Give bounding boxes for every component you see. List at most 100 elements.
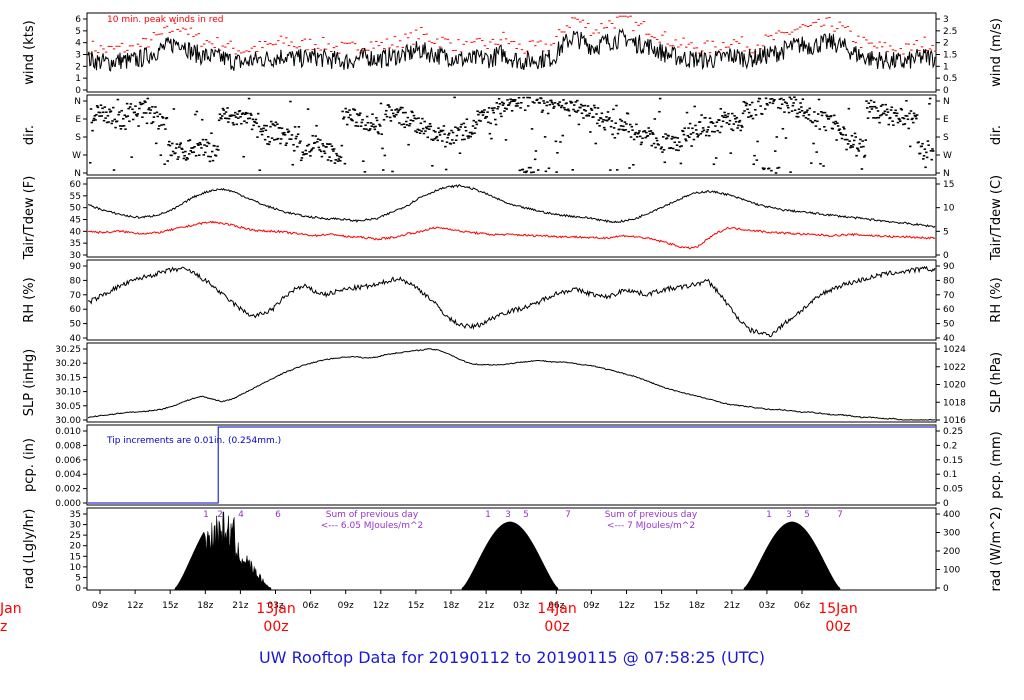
- slp-left-tick-label: 30.15: [55, 373, 81, 383]
- rh-left-tick-label: 60: [70, 305, 82, 315]
- pcp-right-tick-label: 0.1: [943, 470, 957, 480]
- rad-hour-marker: 1: [485, 510, 491, 520]
- x-tick-label: 21z: [724, 601, 740, 611]
- rad-hour-marker: 6: [275, 510, 281, 520]
- pcp-left-tick-label: 0.000: [55, 499, 81, 509]
- rad-day-2-area: [461, 521, 559, 591]
- wind-right-axis-label: wind (m/s): [989, 18, 1004, 87]
- wind-annotation: 10 min. peak winds in red: [107, 15, 224, 25]
- wind-right-tick-label: 1: [943, 62, 949, 72]
- temp-right-axis-label: Tair/Tdew (C): [989, 175, 1004, 261]
- wind-right-tick-label: 0: [943, 86, 949, 96]
- x-tick-label: 15z: [408, 601, 424, 611]
- pcp-line: [88, 426, 935, 504]
- rad-right-tick-label: 0: [943, 584, 949, 594]
- chart-footer-title: UW Rooftop Data for 20190112 to 20190115…: [258, 648, 766, 667]
- x-day-label: 13Jan: [256, 601, 295, 617]
- dir-left-tick-label: N: [74, 97, 81, 107]
- wind-right-tick-label: 3: [943, 15, 949, 25]
- rh-right-tick-label: 40: [943, 334, 955, 344]
- uw-rooftop-chart: wind (kts) wind (m/s)012345600.511.522.53…: [0, 12, 1004, 635]
- temp-left-tick-label: 40: [70, 227, 82, 237]
- panel-rh: RH (%) RH (%) 40 50 60 70 80 90 40 50 60 70 80 90: [22, 259, 1004, 344]
- pcp-right-tick-label: 0.25: [943, 427, 963, 437]
- slp-left-tick-label: 30.10: [55, 388, 81, 398]
- dir-left-tick-label: E: [75, 115, 81, 125]
- temp-tdew-line: [88, 220, 936, 250]
- wind-left-tick-label: 4: [75, 39, 81, 49]
- wind-right-tick-label: 2: [943, 39, 949, 49]
- x-day-time: 00z: [544, 619, 569, 635]
- rad-right-tick-label: 400: [943, 510, 960, 520]
- rad-hour-marker: 7: [565, 510, 571, 520]
- dir-frame: [86, 94, 937, 176]
- rh-right-tick-label: 80: [943, 276, 955, 286]
- wind-left-tick-label: 2: [75, 62, 81, 72]
- x-tick-label: 18z: [443, 601, 459, 611]
- rad-daily-sum-label: Sum of previous day: [605, 510, 698, 520]
- x-axis: 09z 12z 15z 18z 21z 03z 06z 09z 12z 15z 18z 21z 03z 0…: [0, 590, 858, 635]
- temp-right-tick-label: 15: [943, 180, 954, 190]
- x-tick-label: 06z: [794, 601, 810, 611]
- dir-left-axis-label: dir.: [22, 125, 37, 145]
- x-tick-label: 09z: [338, 601, 354, 611]
- pcp-left-tick-label: 0.002: [55, 485, 81, 495]
- x-tick-label: 12z: [127, 601, 143, 611]
- temp-right-tick-label: 0: [943, 251, 949, 261]
- pcp-left-axis-label: pcp. (in): [22, 438, 37, 492]
- temp-left-tick-label: 50: [70, 204, 82, 214]
- wind-mean-line: [87, 28, 936, 72]
- direction-series: [89, 96, 935, 174]
- slp-right-tick-label: 1024: [943, 345, 966, 355]
- x-tick-label: 15z: [654, 601, 670, 611]
- x-tick-label: 21z: [232, 601, 248, 611]
- wind-left-tick-label: 3: [75, 51, 81, 61]
- slp-left-tick-label: 30.25: [55, 345, 81, 355]
- slp-right-tick-label: 1022: [943, 363, 966, 373]
- pcp-frame: [86, 424, 937, 506]
- rad-hour-marker: 3: [505, 510, 511, 520]
- rad-left-tick-label: 10: [70, 563, 82, 573]
- rad-left-tick-label: 15: [70, 552, 81, 562]
- x-day-time-clipped: z: [0, 619, 7, 635]
- dir-left-tick-label: W: [72, 151, 81, 161]
- rad-right-tick-label: 300: [943, 529, 960, 539]
- dir-right-tick-label: E: [943, 115, 949, 125]
- pcp-left-tick-label: 0.010: [55, 427, 81, 437]
- slp-right-tick-label: 1018: [943, 398, 966, 408]
- rad-left-axis-label: rad (Lgly/hr): [22, 509, 37, 590]
- temp-left-tick-label: 55: [70, 192, 81, 202]
- panel-temp: Tair/Tdew (F) Tair/Tdew (C)30354045505560…: [22, 175, 1004, 261]
- x-tick-label: 12z: [618, 601, 634, 611]
- panel-slp: SLP (inHg) SLP (hPa) 30.00 30.05 30.10 30.15 3…: [22, 342, 1004, 426]
- temp-left-axis-label: Tair/Tdew (F): [22, 176, 37, 261]
- rad-left-tick-label: 20: [70, 542, 82, 552]
- pcp-right-axis-label: pcp. (mm): [989, 431, 1004, 498]
- rad-hour-marker: 5: [804, 510, 810, 520]
- rh-left-axis-label: RH (%): [22, 277, 37, 322]
- slp-right-tick-label: 1020: [943, 381, 966, 391]
- rh-line: [87, 265, 936, 338]
- rad-right-tick-label: 100: [943, 566, 960, 576]
- panel-pcp: pcp. (in) pcp. (mm) 0.000 0.002 0.004 0.006 0.…: [22, 424, 1004, 509]
- rh-right-tick-label: 90: [943, 262, 955, 272]
- slp-line: [87, 348, 936, 421]
- panel-wind: wind (kts) wind (m/s)012345600.511.522.53…: [22, 12, 1004, 96]
- x-tick-label: 03z: [759, 601, 775, 611]
- wind-right-tick-label: 0.5: [943, 74, 957, 84]
- dir-left-tick-label: N: [74, 169, 81, 179]
- x-tick-label: 09z: [583, 601, 599, 611]
- rad-left-tick-label: 0: [75, 584, 81, 594]
- rad-left-tick-label: 30: [70, 521, 82, 531]
- x-tick-label: 03z: [513, 601, 529, 611]
- rad-daily-sum-label: Sum of previous day: [326, 510, 419, 520]
- slp-left-axis-label: SLP (inHg): [22, 349, 37, 417]
- temp-right-tick-label: 5: [943, 227, 949, 237]
- x-tick-label: 12z: [373, 601, 389, 611]
- rh-right-tick-label: 50: [943, 320, 955, 330]
- pcp-left-tick-label: 0.006: [55, 456, 81, 466]
- x-day-label: 14Jan: [537, 601, 576, 617]
- rad-hour-marker: 7: [837, 510, 843, 520]
- rh-left-tick-label: 90: [70, 262, 82, 272]
- wind-peak-series: [89, 15, 937, 55]
